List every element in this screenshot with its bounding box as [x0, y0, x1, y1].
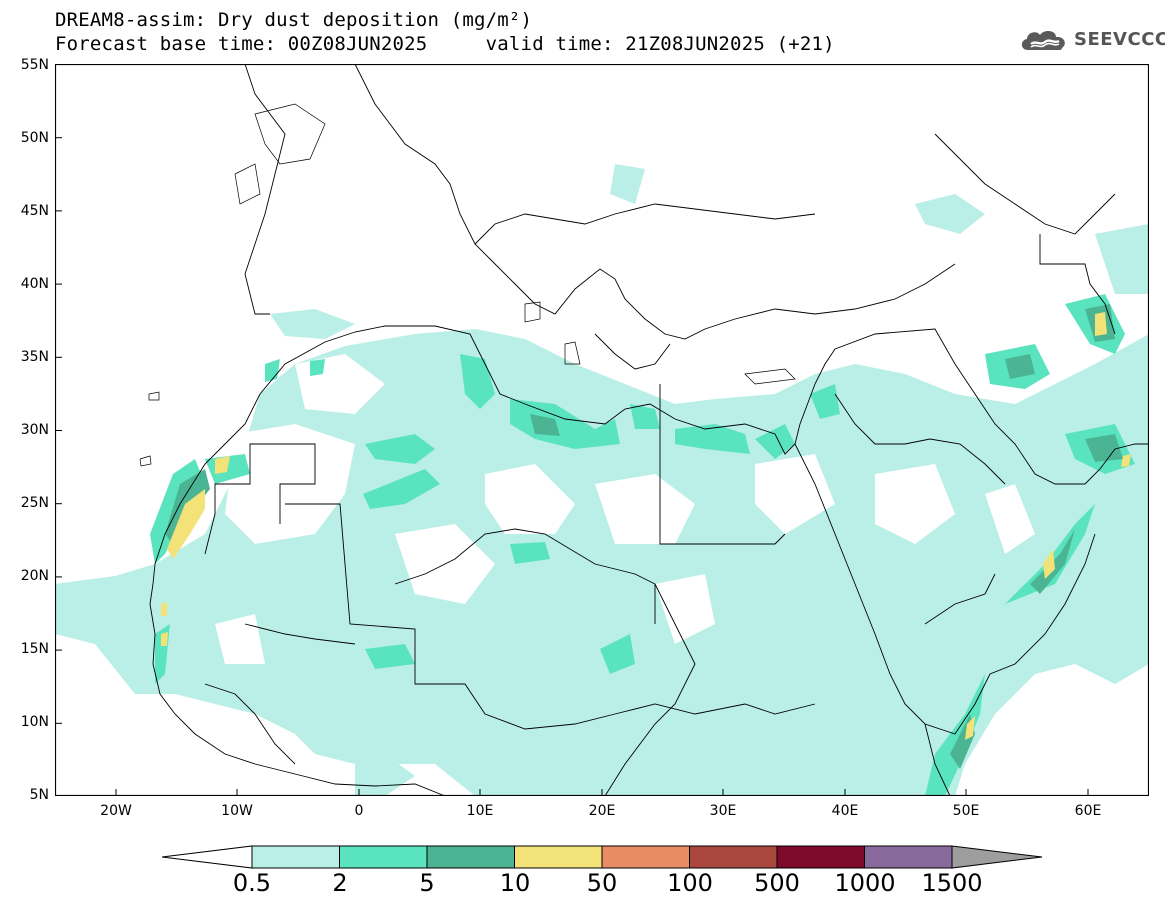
colorbar-swatch: [251, 845, 340, 869]
lon-ticks: [115, 789, 1089, 796]
legend-label: 5: [419, 869, 435, 897]
lat-label: 10N: [20, 714, 49, 730]
lat-label: 45N: [20, 203, 49, 219]
legend-label: 500: [754, 869, 800, 897]
lat-ticks: [55, 64, 62, 724]
lon-label: 40E: [831, 803, 859, 819]
lon-label: 20E: [588, 803, 616, 819]
colorbar-min-arrow: [161, 845, 253, 869]
colorbar: [161, 845, 1043, 869]
legend-label: 0.5: [232, 869, 272, 897]
lat-label: 40N: [20, 276, 49, 292]
map-title: DREAM8-assim: Dry dust deposition (mg/m²…: [55, 9, 533, 31]
legend-label: 50: [586, 869, 618, 897]
deposition-layer-10: [161, 312, 1131, 740]
legend-label: 2: [332, 869, 348, 897]
lat-label: 5N: [29, 787, 49, 803]
colorbar-swatch: [776, 845, 865, 869]
legend-label: 1000: [834, 869, 896, 897]
lat-label: 35N: [20, 349, 49, 365]
lon-label: 30E: [709, 803, 737, 819]
lat-label: 20N: [20, 568, 49, 584]
logo-text: SEEVCCC: [1074, 29, 1165, 50]
cloud-icon: [1021, 31, 1065, 50]
seevccc-logo: SEEVCCC: [1018, 26, 1165, 56]
dust-deposition-map: [55, 64, 1149, 796]
colorbar-max-arrow: [951, 845, 1043, 869]
colorbar-swatch: [339, 845, 428, 869]
coastlines-and-borders: [149, 64, 1149, 796]
lon-label: 0: [354, 803, 364, 819]
colorbar-swatch: [601, 845, 690, 869]
colorbar-swatch: [864, 845, 953, 869]
lat-label: 50N: [20, 130, 49, 146]
colorbar-swatch: [689, 845, 778, 869]
lon-label: 20W: [100, 803, 132, 819]
lat-label: 15N: [20, 641, 49, 657]
legend-label: 1500: [921, 869, 983, 897]
islands: [139, 103, 796, 467]
colorbar-swatch: [426, 845, 515, 869]
lon-label: 50E: [952, 803, 980, 819]
lat-label: 25N: [20, 495, 49, 511]
lat-label: 30N: [20, 422, 49, 438]
map-area: [55, 64, 1149, 796]
lat-label: 55N: [20, 57, 49, 73]
lon-label: 10W: [221, 803, 253, 819]
lon-label: 10E: [466, 803, 494, 819]
legend-label: 10: [499, 869, 531, 897]
lon-label: 60E: [1074, 803, 1102, 819]
legend-label: 100: [667, 869, 713, 897]
colorbar-boxes: [251, 845, 953, 869]
colorbar-swatch: [514, 845, 603, 869]
forecast-times: Forecast base time: 00Z08JUN2025 valid t…: [55, 33, 835, 55]
